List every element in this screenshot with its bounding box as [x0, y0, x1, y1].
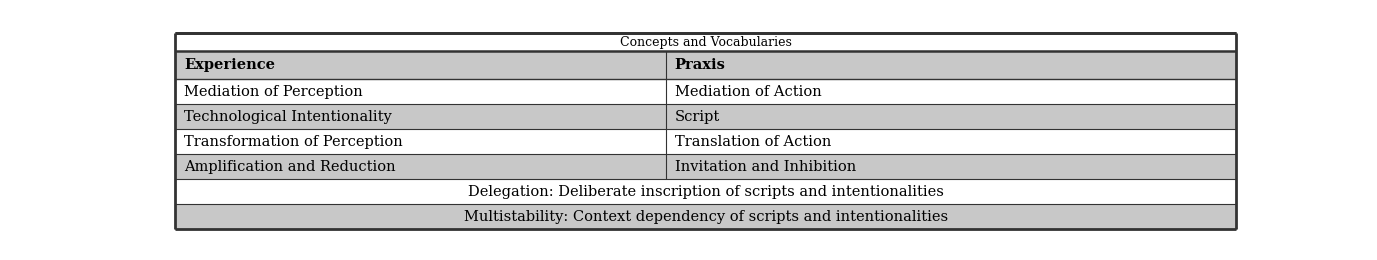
Text: Mediation of Perception: Mediation of Perception: [185, 84, 362, 99]
Text: Multistability: Context dependency of scripts and intentionalities: Multistability: Context dependency of sc…: [464, 210, 947, 224]
Text: Mediation of Action: Mediation of Action: [675, 84, 822, 99]
Text: Amplification and Reduction: Amplification and Reduction: [185, 160, 395, 174]
Text: Script: Script: [675, 109, 720, 123]
Bar: [175, 204, 1237, 229]
Bar: [175, 79, 1237, 104]
Text: Experience: Experience: [185, 58, 275, 72]
Bar: [175, 129, 1237, 154]
Bar: [175, 154, 1237, 179]
Bar: [175, 33, 1237, 51]
Bar: [175, 179, 1237, 204]
Text: Concepts and Vocabularies: Concepts and Vocabularies: [620, 36, 792, 49]
Text: Delegation: Deliberate inscription of scripts and intentionalities: Delegation: Deliberate inscription of sc…: [468, 185, 943, 199]
Text: Technological Intentionality: Technological Intentionality: [185, 109, 391, 123]
Text: Praxis: Praxis: [675, 58, 726, 72]
Text: Invitation and Inhibition: Invitation and Inhibition: [675, 160, 856, 174]
Bar: [175, 104, 1237, 129]
Text: Transformation of Perception: Transformation of Perception: [185, 135, 402, 149]
Bar: [175, 51, 1237, 79]
Text: Translation of Action: Translation of Action: [675, 135, 832, 149]
